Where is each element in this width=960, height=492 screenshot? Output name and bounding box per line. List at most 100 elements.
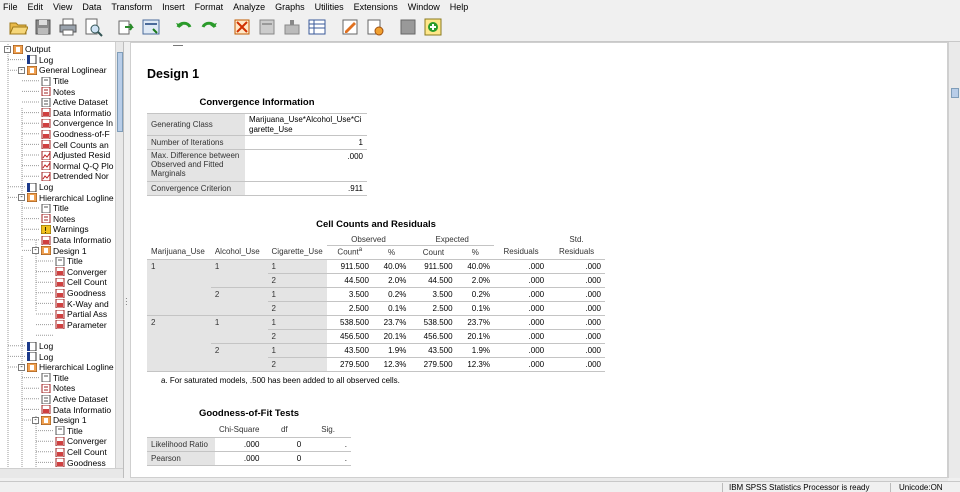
design-title: Design 1 bbox=[147, 67, 200, 81]
outline-scroll-thumb[interactable] bbox=[117, 52, 123, 132]
outline-item[interactable]: Log bbox=[27, 182, 53, 193]
undo-button[interactable] bbox=[172, 16, 195, 39]
outline-item[interactable]: Data Informatio bbox=[41, 108, 111, 119]
outline-item[interactable]: Log bbox=[27, 341, 53, 352]
variables-button[interactable] bbox=[305, 16, 328, 39]
print-preview-button[interactable] bbox=[81, 16, 104, 39]
outline-item-label: Convergence In bbox=[53, 118, 114, 129]
status-bar: IBM SPSS Statistics Processor is ready U… bbox=[0, 481, 960, 492]
collapse-toggle-icon[interactable]: - bbox=[32, 247, 39, 255]
outline-item[interactable]: Goodness bbox=[55, 288, 106, 299]
collapse-toggle-icon[interactable]: - bbox=[32, 416, 39, 424]
outline-item[interactable]: Convergence In bbox=[41, 118, 113, 129]
outline-item[interactable]: Adjusted Resid bbox=[41, 150, 110, 161]
outline-item[interactable]: Title bbox=[41, 373, 69, 384]
insert-new-button[interactable] bbox=[421, 16, 444, 39]
outline-item[interactable]: Normal Q-Q Plo bbox=[41, 161, 113, 172]
marijuana-use-cell bbox=[147, 301, 211, 316]
menu-extensions[interactable]: Extensions bbox=[353, 1, 398, 12]
marijuana-use-cell bbox=[147, 329, 211, 343]
menu-help[interactable]: Help bbox=[449, 1, 469, 12]
outline-item[interactable]: Notes bbox=[41, 214, 75, 225]
outline-item[interactable]: Log bbox=[27, 351, 53, 362]
outline-item[interactable]: Notes bbox=[41, 383, 75, 394]
outline-item[interactable]: Converger bbox=[55, 267, 107, 278]
table-icon bbox=[55, 320, 65, 330]
menu-analyze[interactable]: Analyze bbox=[233, 1, 266, 12]
outline-item[interactable]: Cell Count bbox=[55, 447, 107, 458]
content-scroll-thumb[interactable] bbox=[951, 88, 959, 98]
outline-item[interactable]: Converger bbox=[55, 436, 107, 447]
collapse-toggle-icon[interactable]: - bbox=[18, 66, 25, 74]
outline-item-label: Hierarchical Logline bbox=[39, 192, 114, 203]
goto-variable-icon bbox=[284, 20, 299, 35]
cell-counts-table[interactable]: Observed Expected Std. Marijuana_Use Alc… bbox=[147, 234, 605, 372]
outline-item[interactable]: - Design 1 bbox=[32, 415, 87, 426]
outline-item[interactable]: Detrended Nor bbox=[41, 171, 109, 182]
convergence-table[interactable]: Generating Class Marijuana_Use*Alcohol_U… bbox=[147, 113, 367, 196]
outline-item[interactable]: Data Informatio bbox=[41, 404, 111, 415]
export-button[interactable] bbox=[114, 16, 137, 39]
menu-utilities[interactable]: Utilities bbox=[314, 1, 344, 12]
goto-data-button[interactable] bbox=[230, 16, 253, 39]
outline-item[interactable]: - Hierarchical Logline bbox=[18, 192, 114, 203]
menu-bar: File Edit View Data Transform Insert Format Ana… bbox=[0, 0, 960, 13]
menu-transform[interactable]: Transform bbox=[111, 1, 153, 12]
promote-button[interactable] bbox=[396, 16, 419, 39]
outline-item[interactable]: Title bbox=[55, 256, 83, 267]
recall-dialog-button[interactable] bbox=[139, 16, 162, 39]
goto-variable-button[interactable] bbox=[280, 16, 303, 39]
menu-edit[interactable]: Edit bbox=[27, 1, 44, 12]
outline-item[interactable]: Log bbox=[27, 55, 53, 66]
redo-button[interactable] bbox=[197, 16, 220, 39]
menu-format[interactable]: Format bbox=[194, 1, 224, 12]
pane-splitter[interactable]: · · · bbox=[123, 42, 129, 478]
menu-insert[interactable]: Insert bbox=[162, 1, 185, 12]
menu-view[interactable]: View bbox=[53, 1, 73, 12]
std-residuals-cell: .000 bbox=[548, 273, 605, 288]
outline-item[interactable]: Parameter bbox=[55, 320, 107, 331]
open-button[interactable] bbox=[6, 16, 29, 39]
outline-tree-lines bbox=[7, 44, 54, 476]
goto-case-button[interactable] bbox=[255, 16, 278, 39]
collapse-toggle-icon[interactable]: - bbox=[4, 45, 11, 53]
outline-item[interactable]: Cell Count bbox=[55, 277, 107, 288]
observed-count-cell: 279.500 bbox=[326, 357, 373, 372]
menu-file[interactable]: File bbox=[3, 1, 18, 12]
outline-item[interactable]: - Output bbox=[4, 44, 51, 55]
menu-graphs[interactable]: Graphs bbox=[275, 1, 305, 12]
designate-window-button[interactable] bbox=[338, 16, 361, 39]
outline-item[interactable]: - General Loglinear bbox=[18, 65, 107, 76]
content-vertical-scrollbar[interactable] bbox=[948, 42, 960, 478]
collapse-toggle-icon[interactable]: - bbox=[18, 363, 25, 371]
outline-item[interactable]: - Design 1 bbox=[32, 245, 87, 256]
print-button[interactable] bbox=[56, 16, 79, 39]
outline-item[interactable]: - Hierarchical Logline bbox=[18, 362, 114, 373]
menu-data[interactable]: Data bbox=[82, 1, 102, 12]
gof-sig-header: Sig. bbox=[321, 425, 335, 435]
outline-item[interactable]: Active Dataset bbox=[41, 97, 108, 108]
collapse-toggle-icon[interactable]: - bbox=[18, 194, 25, 202]
outline-item[interactable]: Data Informatio bbox=[41, 235, 111, 246]
outline-vertical-scrollbar[interactable] bbox=[115, 42, 123, 478]
expected-pct-cell: 1.9% bbox=[456, 343, 494, 358]
outline-horizontal-scrollbar[interactable] bbox=[0, 468, 123, 478]
outline-item[interactable]: Goodness-of-F bbox=[41, 129, 110, 140]
outline-item[interactable]: Notes bbox=[41, 86, 75, 97]
output-content-pane[interactable]: Design 1 Convergence Information Generat… bbox=[130, 42, 948, 478]
outline-item[interactable]: K-Way and bbox=[55, 298, 109, 309]
outline-item[interactable]: Title bbox=[55, 426, 83, 437]
outline-item[interactable]: Partial Ass bbox=[55, 309, 107, 320]
outline-item[interactable]: Active Dataset bbox=[41, 394, 108, 405]
outline-item[interactable]: Cell Counts an bbox=[41, 139, 109, 150]
outline-item[interactable]: Title bbox=[41, 76, 69, 87]
outline-pane[interactable]: - Output Log - General Loglinear Title Notes Ac… bbox=[0, 42, 115, 478]
show-all-button[interactable] bbox=[363, 16, 386, 39]
gof-table[interactable]: Chi-Square df Sig. Likelihood Ratio .000… bbox=[147, 423, 351, 466]
save-button[interactable] bbox=[31, 16, 54, 39]
menu-window[interactable]: Window bbox=[407, 1, 440, 12]
outline-item[interactable]: Goodness bbox=[55, 457, 106, 468]
outline-item[interactable]: ! Warnings bbox=[41, 224, 89, 235]
outline-item[interactable]: Title bbox=[41, 203, 69, 214]
content-horizontal-scrollbar[interactable] bbox=[130, 478, 948, 481]
